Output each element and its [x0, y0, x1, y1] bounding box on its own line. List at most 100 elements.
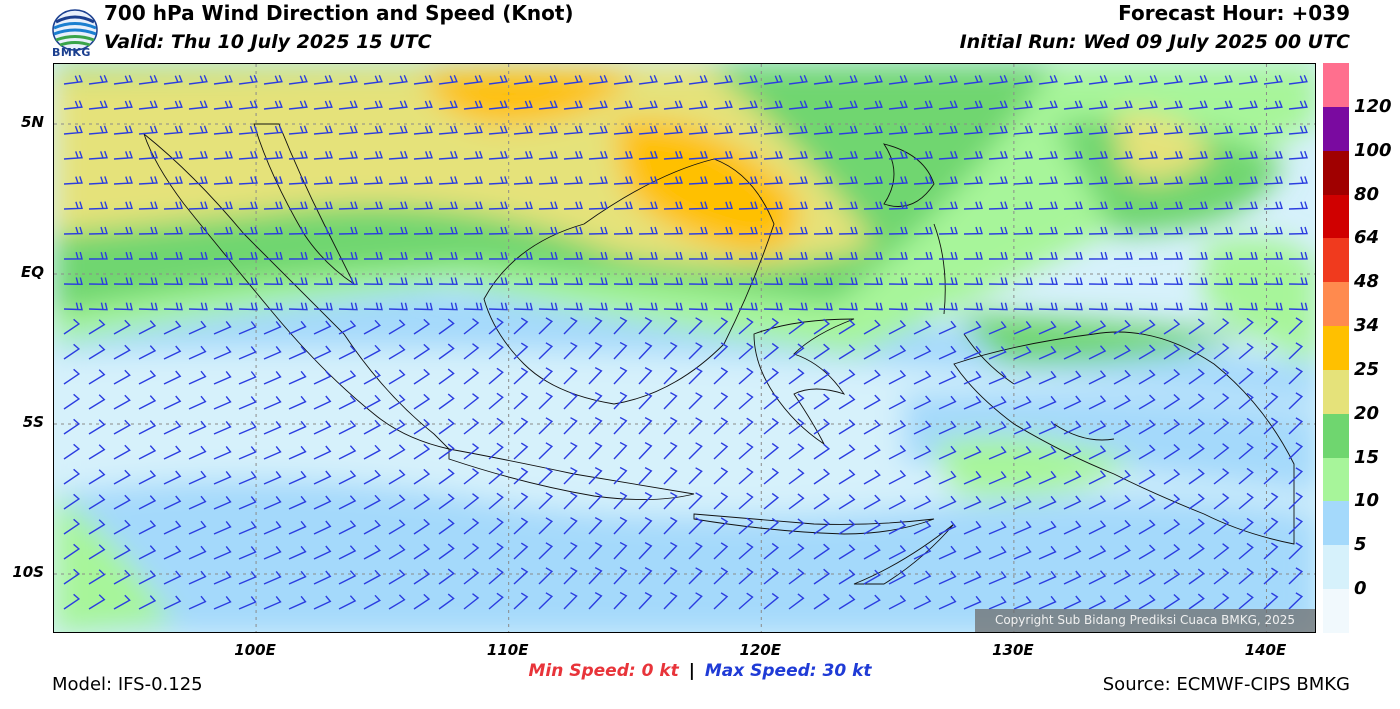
wind-barb	[1063, 74, 1083, 85]
wind-barb	[238, 496, 257, 510]
wind-barb	[738, 492, 754, 510]
wind-barb	[288, 150, 308, 160]
wind-barb	[1013, 420, 1032, 435]
wind-barb	[1163, 251, 1183, 260]
wind-barb	[188, 320, 207, 335]
wind-barb	[863, 494, 881, 510]
wind-barb	[1138, 150, 1158, 160]
wind-barb	[988, 226, 1008, 235]
wind-barb	[1263, 251, 1283, 260]
wind-barb	[1013, 495, 1032, 510]
wind-barb	[538, 317, 554, 335]
wind-barb	[663, 302, 683, 311]
wind-barb	[713, 442, 729, 460]
wind-barb	[913, 495, 932, 510]
wind-barb	[488, 150, 508, 160]
wind-barb	[863, 251, 883, 260]
wind-barb	[288, 395, 307, 410]
wind-barb	[988, 421, 1007, 435]
wind-barb	[713, 592, 729, 610]
wind-barb	[338, 201, 358, 210]
wind-barb	[438, 518, 455, 535]
wind-barb	[113, 74, 133, 85]
wind-barb	[1238, 277, 1258, 286]
wind-barb	[688, 592, 703, 610]
lon-label: 100E	[234, 641, 276, 659]
wind-barb	[1188, 518, 1205, 535]
wind-barb	[613, 125, 633, 135]
colorbar-label: 0	[1354, 578, 1367, 600]
bmkg-logo-icon	[52, 9, 98, 51]
wind-barb	[813, 393, 831, 410]
wind-barb	[313, 302, 333, 311]
wind-barb	[1138, 319, 1156, 335]
wind-barb	[138, 320, 157, 335]
wind-barb	[363, 302, 383, 311]
wind-barb	[1038, 201, 1058, 210]
wind-barb	[213, 176, 233, 185]
wind-barb	[688, 277, 708, 286]
wind-barb	[813, 74, 833, 85]
wind-barb	[188, 345, 207, 360]
wind-barb	[1088, 595, 1107, 610]
wind-barb	[263, 150, 283, 160]
wind-barb	[1063, 150, 1083, 160]
wind-barb	[1188, 201, 1208, 210]
wind-barb	[938, 74, 958, 85]
wind-barb	[513, 226, 533, 235]
wind-barb	[1138, 277, 1158, 286]
wind-barb	[463, 318, 480, 335]
wind-barb	[413, 493, 431, 510]
wind-barb	[613, 226, 633, 235]
wind-barb	[838, 344, 856, 360]
wind-barb	[738, 317, 754, 335]
wind-barb	[1138, 344, 1156, 360]
wind-barb	[1063, 125, 1083, 135]
wind-barb	[213, 445, 232, 460]
wind-barb	[413, 226, 433, 235]
wind-barb	[1138, 519, 1156, 535]
wind-barb	[63, 100, 83, 110]
wind-barb	[388, 100, 408, 110]
wind-barb	[863, 394, 881, 410]
wind-barb	[538, 567, 554, 585]
wind-barb	[388, 519, 406, 535]
wind-barb	[788, 251, 808, 260]
wind-barb	[1213, 226, 1233, 235]
wind-barb	[113, 344, 131, 360]
wind-barb	[263, 251, 283, 260]
wind-barb	[1238, 74, 1258, 85]
wind-barb	[688, 417, 703, 435]
wind-barb	[188, 277, 208, 286]
wind-barb	[1288, 467, 1304, 485]
wind-barb	[288, 302, 308, 311]
wind-barb	[413, 518, 431, 535]
wind-barb	[638, 591, 653, 610]
coast-borneo	[483, 158, 775, 405]
wind-barb	[1038, 595, 1057, 610]
wind-barb	[813, 343, 831, 360]
wind-barb	[163, 74, 183, 85]
wind-barb	[138, 100, 158, 110]
chart-title: 700 hPa Wind Direction and Speed (Knot)	[104, 1, 574, 25]
wind-barb	[113, 251, 133, 260]
wind-barb	[338, 570, 357, 585]
wind-barb	[288, 420, 307, 435]
wind-barb	[663, 491, 678, 510]
wind-barb	[63, 493, 81, 510]
wind-barb	[238, 74, 258, 85]
wind-barb	[138, 570, 157, 585]
wind-barb	[1238, 317, 1254, 335]
wind-barb	[463, 343, 480, 360]
wind-barb	[488, 125, 508, 135]
wind-barb	[1013, 445, 1032, 460]
wind-barb	[563, 226, 583, 235]
wind-barb	[388, 594, 406, 610]
wind-barb	[738, 251, 758, 260]
wind-barb	[1113, 226, 1133, 235]
colorbar-label: 15	[1354, 446, 1380, 468]
wind-barb	[838, 125, 858, 135]
wind-barb	[638, 201, 658, 210]
wind-barb	[513, 150, 533, 160]
wind-barb	[1038, 545, 1057, 560]
